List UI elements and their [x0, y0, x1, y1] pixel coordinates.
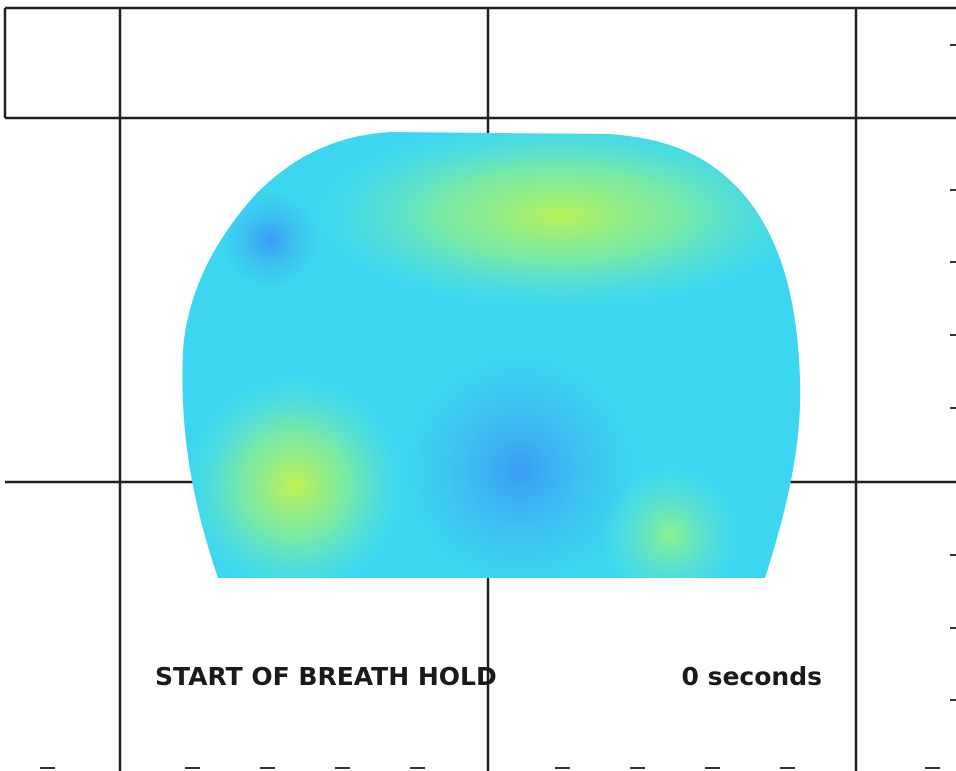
- heat-map: [170, 120, 820, 590]
- frame: START OF BREATH HOLD 0 seconds: [0, 0, 956, 771]
- caption-label: START OF BREATH HOLD: [155, 662, 497, 691]
- caption-time: 0 seconds: [681, 662, 822, 691]
- page: {"caption": {"label": "START OF BREATH H…: [0, 0, 956, 771]
